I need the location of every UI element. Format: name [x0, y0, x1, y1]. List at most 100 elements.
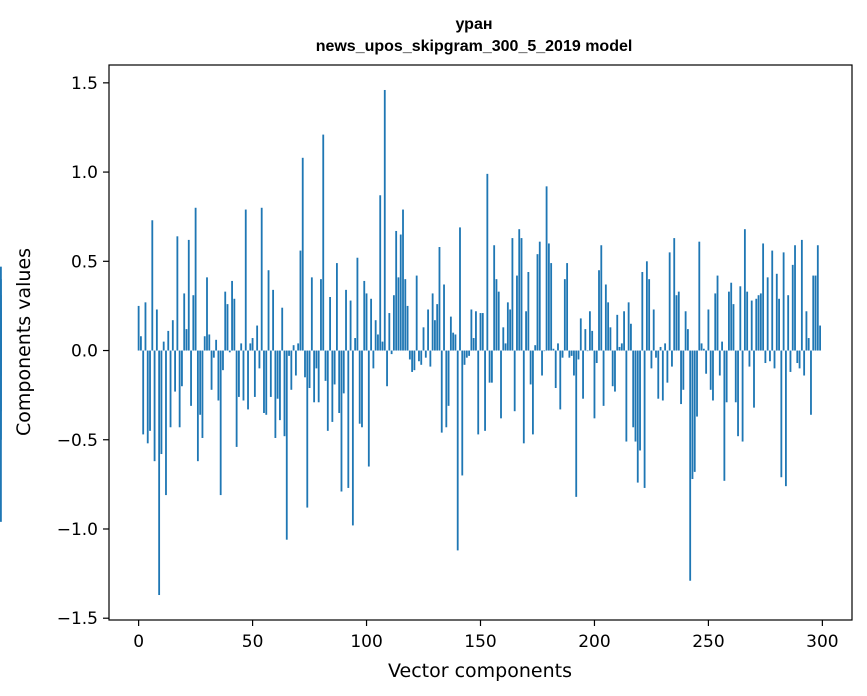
bar-187 — [563, 279, 566, 351]
bar-204 — [602, 350, 605, 406]
bar-268 — [748, 350, 751, 367]
bar-22 — [187, 239, 190, 351]
y-tick-label: 1.5 — [71, 74, 98, 94]
bar-254 — [716, 275, 719, 351]
bar-275 — [764, 350, 767, 364]
bar-28 — [201, 350, 204, 438]
bar-177 — [541, 350, 543, 376]
bar-53 — [258, 350, 261, 369]
bar-281 — [778, 298, 780, 351]
bar-47 — [244, 209, 247, 351]
bar-16 — [174, 350, 176, 392]
bar-251 — [709, 350, 712, 390]
y-axis-label: Components values — [13, 248, 35, 436]
bar-27 — [199, 350, 202, 415]
bar-185 — [559, 350, 562, 410]
bar-256 — [721, 341, 723, 351]
bar-200 — [593, 350, 596, 419]
bar-141 — [459, 227, 461, 351]
y-tick-label: 1.0 — [71, 163, 98, 183]
bar-148 — [475, 311, 477, 351]
bar-88 — [338, 350, 341, 413]
bar-29 — [203, 336, 206, 351]
bar-95 — [354, 338, 357, 351]
bar-264 — [739, 286, 742, 351]
bar-236 — [675, 295, 678, 351]
bar-94 — [351, 350, 354, 526]
bar-96 — [356, 257, 359, 351]
bar-36 — [219, 350, 222, 496]
bar-273 — [759, 293, 762, 351]
bar-40 — [228, 350, 231, 353]
bar-65 — [285, 350, 288, 540]
y-tick-label: 0.0 — [71, 342, 98, 362]
bar-12 — [165, 350, 167, 496]
bar-118 — [406, 305, 409, 351]
bar-208 — [611, 350, 614, 387]
x-axis-label: Vector components — [388, 660, 572, 682]
bar-192 — [575, 350, 578, 497]
bar-80 — [320, 279, 322, 351]
bar-238 — [680, 350, 682, 405]
y-tick-label: 0.5 — [71, 252, 98, 272]
x-tick-label: 250 — [692, 632, 724, 652]
bar-150 — [479, 313, 482, 351]
bar-37 — [222, 350, 224, 371]
bar-0 — [137, 305, 140, 351]
bar-76 — [310, 277, 313, 351]
bar-24 — [192, 295, 195, 351]
bar-166 — [516, 275, 518, 351]
bar-207 — [609, 327, 612, 351]
bar-134 — [443, 284, 445, 351]
bar-282 — [780, 350, 783, 478]
bar-195 — [582, 350, 584, 399]
bar-193 — [577, 350, 580, 360]
bar-63 — [281, 307, 284, 351]
bar-143 — [463, 350, 466, 365]
bar-235 — [673, 238, 676, 351]
bar-119 — [408, 350, 411, 360]
bar-198 — [588, 311, 591, 351]
bar-211 — [618, 346, 621, 351]
bar-23 — [190, 350, 192, 406]
bar-224 — [648, 279, 651, 351]
bar-276 — [766, 277, 769, 351]
bar-4 — [146, 350, 149, 444]
bar-127 — [427, 309, 429, 351]
bar-34 — [215, 339, 218, 351]
bar-75 — [308, 350, 311, 389]
bar-205 — [604, 284, 607, 351]
bar-294 — [807, 338, 810, 351]
bar-267 — [746, 291, 749, 351]
bar-176 — [538, 241, 541, 351]
bar-162 — [506, 302, 509, 351]
bar-97 — [358, 350, 361, 424]
bar-225 — [650, 350, 653, 369]
bar-217 — [632, 350, 635, 428]
bar-184 — [557, 343, 559, 351]
bar-233 — [668, 252, 671, 351]
bar-239 — [682, 350, 685, 390]
bar-229 — [659, 346, 662, 351]
x-tick-label: 300 — [806, 632, 838, 652]
bar-189 — [568, 350, 571, 358]
bar-139 — [454, 334, 457, 351]
bar-215 — [627, 302, 630, 351]
bar-261 — [732, 304, 735, 351]
bar-278 — [771, 250, 774, 351]
bar-246 — [698, 241, 701, 351]
bar-145 — [468, 350, 471, 356]
bar-3 — [144, 302, 147, 351]
bar-222 — [643, 350, 646, 488]
y-axis-ticks: −1.5 −1.0 −0.5 0.0 0.5 1.0 1.5 — [57, 74, 109, 629]
bar-1 — [140, 336, 142, 351]
bar-48 — [247, 350, 249, 410]
bar-146 — [470, 309, 473, 351]
bar-71 — [299, 250, 302, 351]
bar-18 — [178, 350, 181, 428]
bar-167 — [518, 229, 521, 351]
bar-241 — [686, 329, 689, 351]
chart-title: уран — [455, 16, 492, 33]
bar-293 — [805, 311, 808, 351]
